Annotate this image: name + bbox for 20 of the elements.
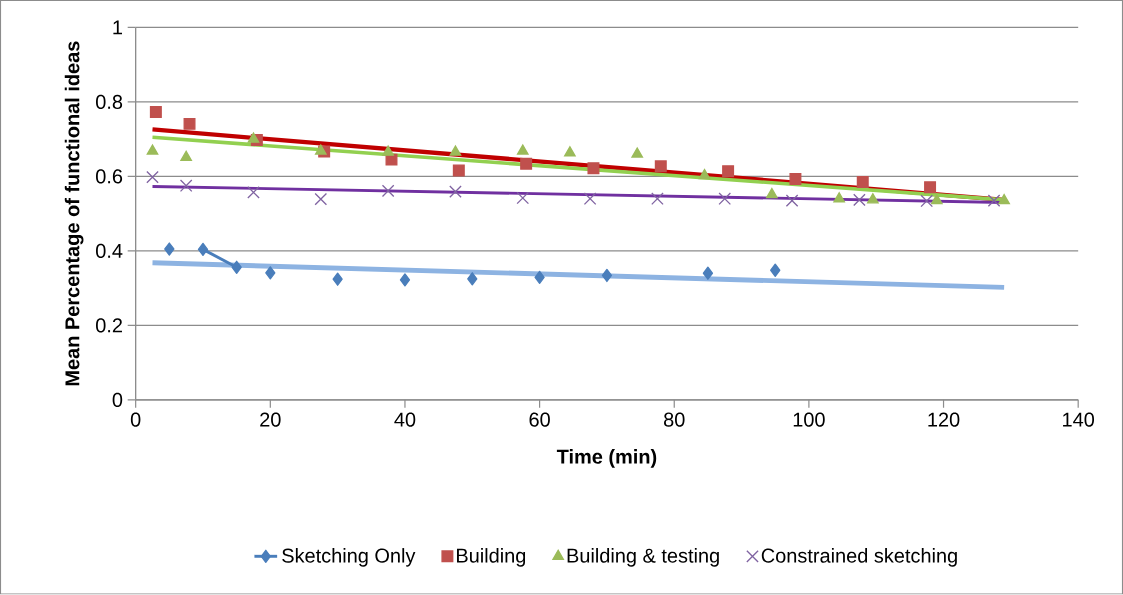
x-tick-label: 60	[529, 412, 550, 427]
x-tick-label: 140	[1063, 412, 1095, 427]
y-tick-label: 1	[113, 20, 123, 35]
x-tick-label: 120	[928, 412, 960, 427]
y-axis-title: Mean Percentage of functional ideas	[64, 41, 84, 386]
y-tick-label: 0.8	[96, 95, 123, 110]
legend-label: Building	[457, 548, 526, 567]
x-tick-label: 0	[130, 412, 141, 427]
y-tick-label: 0	[112, 393, 123, 408]
legend-label: Constrained sketching	[761, 548, 957, 567]
y-tick-label: 0.2	[96, 318, 122, 333]
legend-label: Building & testing	[567, 548, 719, 567]
x-tick-label: 40	[394, 412, 416, 427]
legend-label: Sketching Only	[282, 548, 416, 567]
y-tick-label: 0.4	[96, 244, 123, 259]
x-axis-title: Time (min)	[556, 449, 657, 468]
x-tick-label: 100	[793, 412, 825, 427]
y-tick-label: 0.6	[96, 169, 123, 184]
x-tick-label: 80	[664, 412, 685, 427]
x-tick-label: 20	[260, 412, 281, 427]
